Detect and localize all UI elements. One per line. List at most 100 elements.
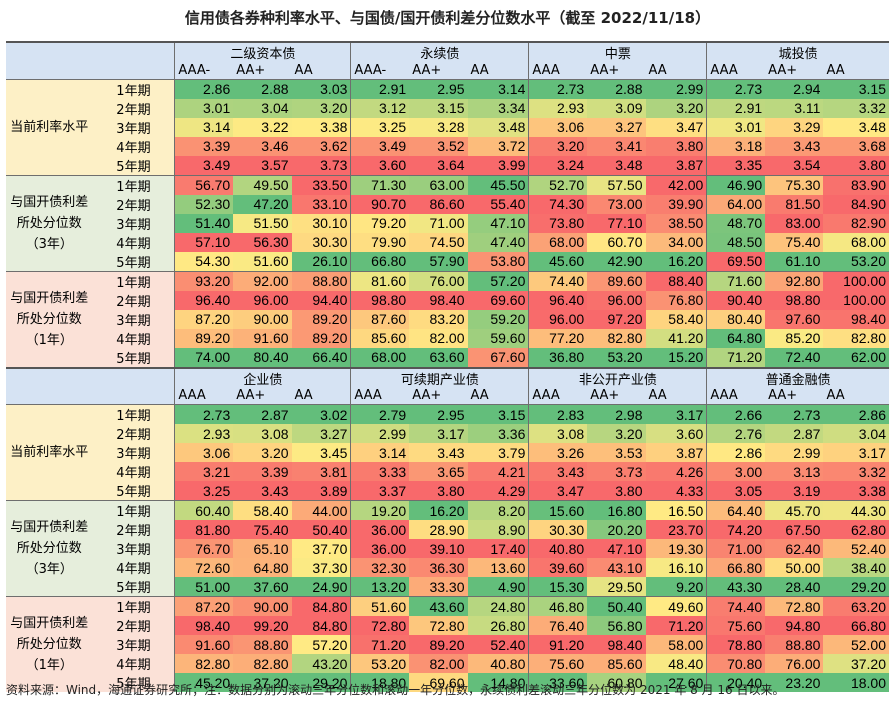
value-cell: 28.90 <box>409 520 468 539</box>
value-cell: 3.37 <box>350 481 410 501</box>
term-label: 3年期 <box>92 539 175 558</box>
value-cell: 3.19 <box>765 481 824 501</box>
value-cell: 3.64 <box>409 155 468 175</box>
value-cell: 3.01 <box>174 98 234 118</box>
rating-label: AA+ <box>233 387 292 405</box>
value-cell: 57.20 <box>291 635 351 654</box>
value-cell: 52.40 <box>823 539 889 558</box>
value-cell: 72.80 <box>409 616 468 635</box>
value-cell: 15.20 <box>645 347 707 368</box>
value-cell: 3.47 <box>528 481 588 501</box>
value-cell: 89.20 <box>409 635 468 654</box>
term-label: 4年期 <box>92 328 175 348</box>
term-label: 1年期 <box>92 78 175 99</box>
value-cell: 47.10 <box>467 213 529 233</box>
term-label: 3年期 <box>92 117 175 137</box>
value-cell: 74.40 <box>528 270 588 291</box>
value-cell: 50.00 <box>765 558 824 577</box>
value-cell: 13.60 <box>467 558 529 577</box>
rating-label: AA+ <box>409 387 468 405</box>
value-cell: 44.30 <box>823 500 889 520</box>
value-cell: 3.25 <box>174 481 234 501</box>
value-cell: 3.18 <box>706 136 766 156</box>
table-row: 当前利率水平 1年期 2.73 2.87 3.02 2.79 2.95 3.15 2.83 2.9… <box>6 404 889 501</box>
value-cell: 2.73 <box>706 78 766 99</box>
rating-label: AA <box>823 62 889 79</box>
value-cell: 37.20 <box>233 673 292 692</box>
value-cell: 66.40 <box>291 347 351 368</box>
value-cell: 46.80 <box>528 596 588 616</box>
value-cell: 3.14 <box>350 443 410 462</box>
value-cell: 2.95 <box>409 404 468 424</box>
value-cell: 62.00 <box>823 347 889 368</box>
value-cell: 42.00 <box>645 174 707 195</box>
term-label: 4年期 <box>92 654 175 673</box>
term-label: 2年期 <box>92 98 175 118</box>
value-cell: 9.20 <box>645 577 707 597</box>
value-cell: 58.40 <box>645 309 707 329</box>
value-cell: 56.80 <box>587 616 646 635</box>
value-cell: 3.48 <box>823 117 889 137</box>
value-cell: 56.70 <box>174 174 234 195</box>
value-cell: 85.60 <box>350 328 410 348</box>
row-group-label: 与国开债利差所处分位数（3年） <box>6 500 93 597</box>
term-label: 5年期 <box>92 577 175 597</box>
value-cell: 29.20 <box>291 673 351 692</box>
value-cell: 19.20 <box>350 500 410 520</box>
value-cell: 3.13 <box>765 462 824 481</box>
value-cell: 3.27 <box>291 424 351 443</box>
value-cell: 3.02 <box>291 404 351 424</box>
table-row: 5年期 54.30 51.60 26.10 66.80 57.90 53.80 45.60 42… <box>6 251 889 271</box>
value-cell: 83.00 <box>765 213 824 233</box>
value-cell: 82.80 <box>587 328 646 348</box>
value-cell: 66.80 <box>706 558 766 577</box>
rating-label: AAA <box>706 387 766 405</box>
value-cell: 3.49 <box>350 136 410 156</box>
value-cell: 36.30 <box>409 558 468 577</box>
value-cell: 28.40 <box>765 577 824 597</box>
value-cell: 3.24 <box>528 155 588 175</box>
value-cell: 30.30 <box>291 232 351 252</box>
value-cell: 26.10 <box>291 251 351 271</box>
value-cell: 16.20 <box>409 500 468 520</box>
value-cell: 3.73 <box>587 462 646 481</box>
value-cell: 87.20 <box>174 596 234 616</box>
value-cell: 88.40 <box>645 270 707 291</box>
value-cell: 3.52 <box>409 136 468 156</box>
value-cell: 3.06 <box>174 443 234 462</box>
value-cell: 98.40 <box>587 635 646 654</box>
rating-header-row: AAA AA+ AA AAA AA+ AA AAA AA+ AA AAA AA+ AA <box>6 387 889 405</box>
value-cell: 82.80 <box>823 328 889 348</box>
value-cell: 96.00 <box>587 290 646 310</box>
rating-label: AA+ <box>587 387 646 405</box>
value-cell: 80.40 <box>706 309 766 329</box>
value-cell: 60.40 <box>174 500 234 520</box>
value-cell: 69.50 <box>706 251 766 271</box>
value-cell: 43.30 <box>706 577 766 597</box>
value-cell: 75.60 <box>706 616 766 635</box>
value-cell: 74.50 <box>409 232 468 252</box>
value-cell: 76.40 <box>528 616 588 635</box>
value-cell: 4.21 <box>467 462 529 481</box>
term-label: 5年期 <box>92 347 175 368</box>
value-cell: 48.50 <box>706 232 766 252</box>
value-cell: 3.28 <box>409 117 468 137</box>
value-cell: 39.90 <box>645 194 707 214</box>
table-row: 与国开债利差所处分位数（1年） 1年期 87.20 90.00 84.80 51.60 43… <box>6 596 889 692</box>
term-label: 5年期 <box>92 481 175 501</box>
value-cell: 8.90 <box>467 520 529 539</box>
value-cell: 96.00 <box>528 309 588 329</box>
value-cell: 2.88 <box>233 78 292 99</box>
value-cell: 3.43 <box>528 462 588 481</box>
value-cell: 47.20 <box>233 194 292 214</box>
value-cell: 15.60 <box>528 500 588 520</box>
value-cell: 50.40 <box>291 520 351 539</box>
value-cell: 3.09 <box>587 98 646 118</box>
value-cell: 43.60 <box>409 596 468 616</box>
value-cell: 68.00 <box>528 232 588 252</box>
value-cell: 18.00 <box>823 673 889 692</box>
value-cell: 63.20 <box>823 596 889 616</box>
term-label: 1年期 <box>92 500 175 520</box>
value-cell: 96.40 <box>528 290 588 310</box>
value-cell: 3.15 <box>467 404 529 424</box>
